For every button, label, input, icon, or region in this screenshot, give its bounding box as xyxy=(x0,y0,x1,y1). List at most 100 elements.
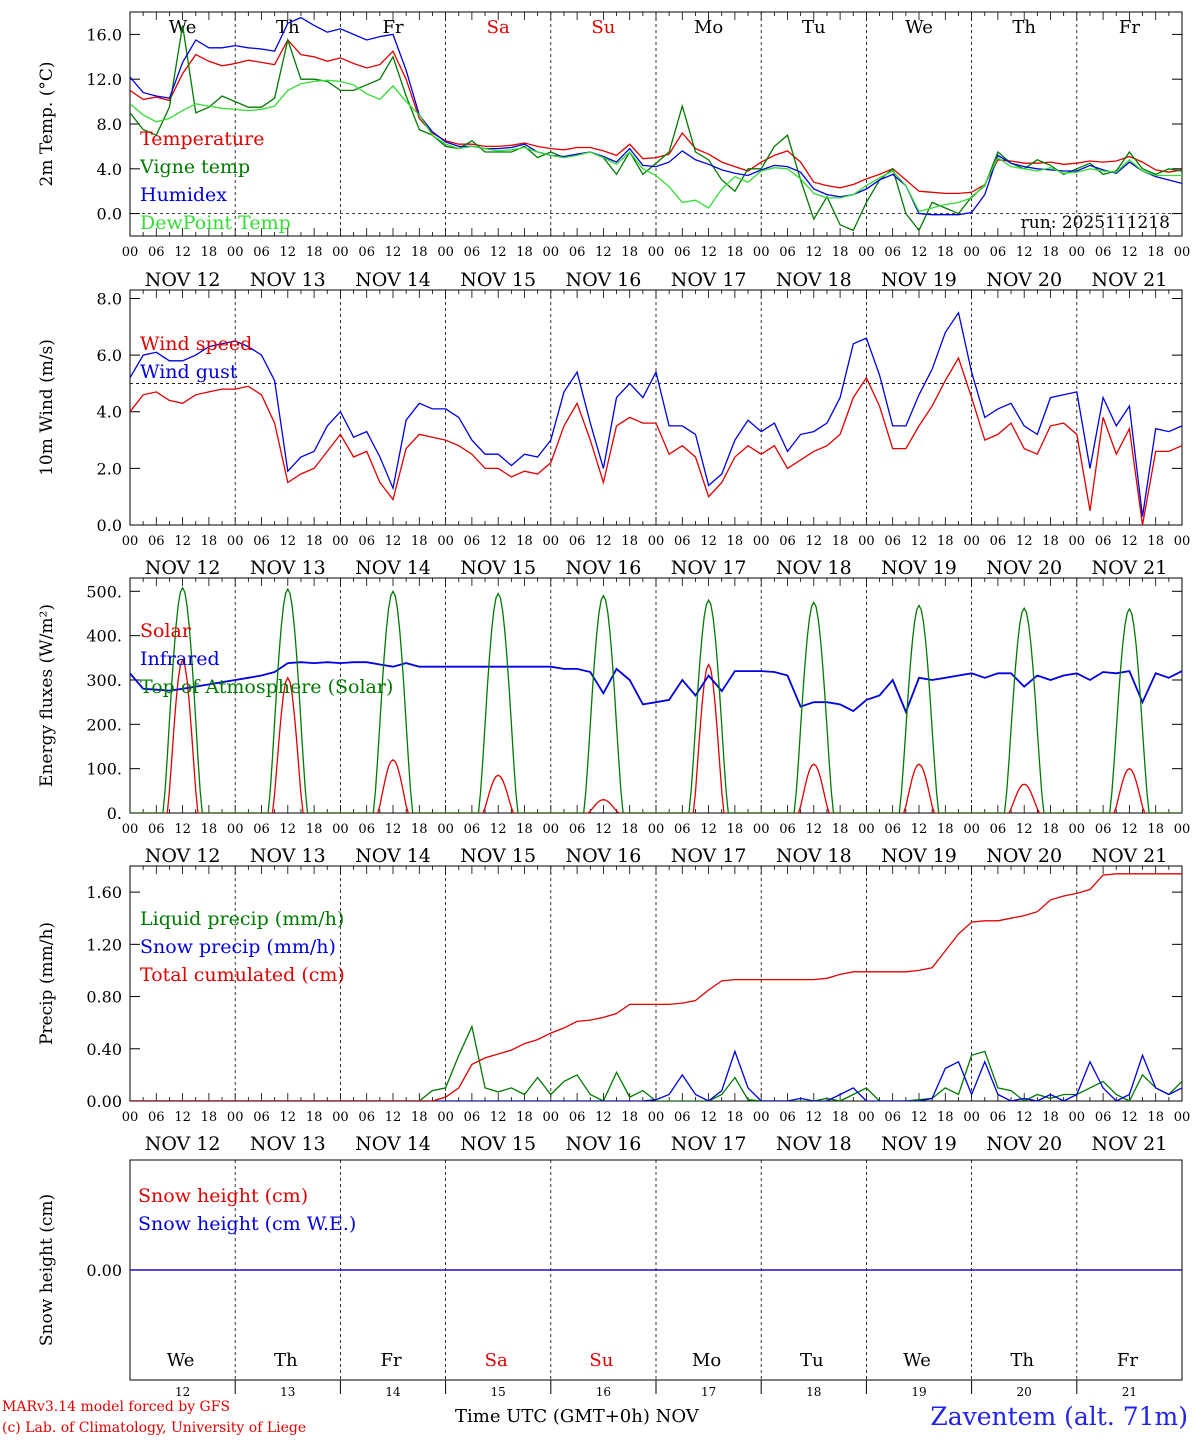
x-hour-label: 00 xyxy=(963,534,980,549)
date-label: NOV 17 xyxy=(671,1133,747,1155)
date-label: NOV 19 xyxy=(881,845,957,867)
weekday-label: Su xyxy=(589,1350,613,1371)
weekday-label: We xyxy=(905,17,933,38)
date-label: NOV 14 xyxy=(355,557,431,579)
x-hour-label: 18 xyxy=(516,534,533,549)
x-hour-label: 12 xyxy=(490,822,507,837)
date-label: NOV 18 xyxy=(776,845,852,867)
y-tick-label: 0.00 xyxy=(86,1261,122,1280)
x-axis-title-text: Time UTC (GMT+0h) xyxy=(455,1406,650,1427)
y-axis-label: Energy fluxes (W/m²) xyxy=(37,604,57,787)
x-hour-label: 06 xyxy=(148,534,165,549)
x-hour-label: 06 xyxy=(569,1110,586,1125)
x-hour-label: 18 xyxy=(201,245,218,260)
x-hour-label: 06 xyxy=(464,1110,481,1125)
y-tick-label: 0.40 xyxy=(86,1040,122,1059)
x-hour-label: 12 xyxy=(385,245,402,260)
date-label: NOV 21 xyxy=(1091,269,1167,291)
x-hour-label: 12 xyxy=(280,1110,297,1125)
x-hour-label: 18 xyxy=(727,822,744,837)
date-label: NOV 16 xyxy=(565,1133,641,1155)
footer-lab-credit: (c) Lab. of Climatology, University of L… xyxy=(2,1420,307,1436)
station-name: Zaventem (alt. 71m) xyxy=(930,1402,1188,1431)
x-hour-label: 12 xyxy=(385,534,402,549)
date-label: NOV 17 xyxy=(671,557,747,579)
series-line xyxy=(130,873,1182,1101)
x-hour-label: 00 xyxy=(227,822,244,837)
x-hour-label: 12 xyxy=(490,245,507,260)
y-tick-label: 8.0 xyxy=(97,115,122,134)
y-tick-label: 2.0 xyxy=(97,459,122,478)
x-hour-label: 06 xyxy=(779,1110,796,1125)
x-hour-label: 18 xyxy=(621,245,638,260)
x-hour-label: 18 xyxy=(727,1110,744,1125)
x-hour-label: 12 xyxy=(806,1110,823,1125)
date-label: NOV 20 xyxy=(986,269,1062,291)
x-hour-label: 06 xyxy=(779,534,796,549)
x-hour-label: 12 xyxy=(700,245,717,260)
legend-entry: Top of Atmosphere (Solar) xyxy=(140,676,393,698)
x-hour-label: 06 xyxy=(253,822,270,837)
x-hour-label: 12 xyxy=(385,822,402,837)
series-line xyxy=(130,79,1182,213)
date-label: NOV 15 xyxy=(460,1133,536,1155)
x-hour-label: 00 xyxy=(1069,245,1086,260)
weekday-label: Th xyxy=(1012,17,1036,38)
x-hour-label: 06 xyxy=(990,534,1007,549)
legend-entry: Infrared xyxy=(140,648,220,670)
x-hour-label: 12 xyxy=(280,822,297,837)
x-hour-label: 12 xyxy=(595,245,612,260)
x-hour-label: 12 xyxy=(595,1110,612,1125)
x-hour-label: 00 xyxy=(122,822,139,837)
date-label: NOV 14 xyxy=(355,845,431,867)
y-tick-label: 400. xyxy=(86,627,122,646)
x-hour-label: 12 xyxy=(1121,822,1138,837)
y-tick-label: 300. xyxy=(86,671,122,690)
x-hour-label: 06 xyxy=(990,1110,1007,1125)
date-label: NOV 17 xyxy=(671,845,747,867)
legend-entry: Temperature xyxy=(140,128,264,150)
legend-entry: Total cumulated (cm) xyxy=(140,964,345,986)
series-line xyxy=(130,1049,1182,1101)
x-hour-label: 12 xyxy=(174,1110,191,1125)
x-hour-label: 06 xyxy=(464,822,481,837)
series-group xyxy=(130,586,1182,813)
y-tick-label: 6.0 xyxy=(97,346,122,365)
x-hour-label: 06 xyxy=(569,534,586,549)
x-hour-label: 18 xyxy=(1147,822,1164,837)
x-hour-label: 06 xyxy=(674,822,691,837)
x-hour-label: 18 xyxy=(937,245,954,260)
x-hour-label: 18 xyxy=(1147,245,1164,260)
y-tick-label: 12.0 xyxy=(86,70,122,89)
x-hour-label: 12 xyxy=(1121,534,1138,549)
x-hour-label: 06 xyxy=(779,822,796,837)
x-hour-label: 06 xyxy=(884,245,901,260)
legend-entry: Wind speed xyxy=(140,333,252,355)
x-hour-label: 06 xyxy=(884,1110,901,1125)
date-label: NOV 20 xyxy=(986,557,1062,579)
x-hour-label: 00 xyxy=(122,1110,139,1125)
x-hour-label: 06 xyxy=(253,245,270,260)
plot-frame xyxy=(129,11,1183,237)
x-hour-label: 00 xyxy=(963,1110,980,1125)
x-hour-label: 18 xyxy=(516,1110,533,1125)
x-hour-label: 12 xyxy=(700,534,717,549)
x-hour-label: 18 xyxy=(832,245,849,260)
x-hour-label: 00 xyxy=(963,822,980,837)
x-hour-label: 12 xyxy=(1016,1110,1033,1125)
legend-entry: Solar xyxy=(140,620,192,642)
day-number-label: 13 xyxy=(280,1385,295,1399)
series-line xyxy=(130,586,1182,813)
day-number-label: 18 xyxy=(806,1385,821,1399)
x-hour-label: 18 xyxy=(832,534,849,549)
legend-entry: Snow height (cm W.E.) xyxy=(138,1213,356,1235)
legend-entry: Wind gust xyxy=(140,361,238,383)
panel-5: 0.00 Snow height (cm) We Th Fr Sa Su Mo Tu We Th Fr… xyxy=(37,1159,1183,1399)
x-hour-label: 06 xyxy=(1095,245,1112,260)
x-hour-label: 00 xyxy=(858,1110,875,1125)
x-hour-label: 12 xyxy=(174,534,191,549)
x-hour-label: 12 xyxy=(490,534,507,549)
x-hour-label: 18 xyxy=(1042,1110,1059,1125)
x-hour-label: 18 xyxy=(621,534,638,549)
legend-entry: Snow height (cm) xyxy=(138,1185,308,1207)
